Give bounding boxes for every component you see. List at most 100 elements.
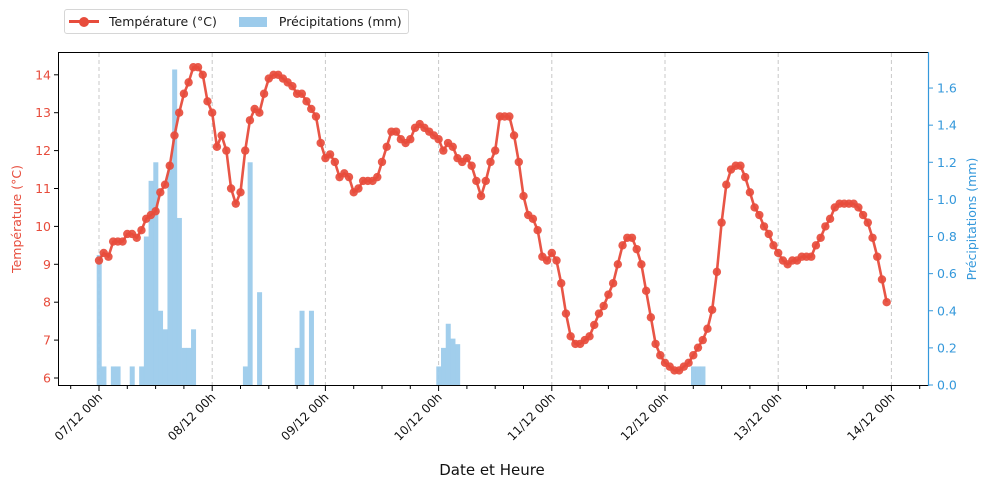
- legend-item-precipitation: Précipitations (mm): [238, 14, 402, 29]
- temperature-marker: [868, 233, 877, 242]
- temperature-marker: [519, 191, 528, 201]
- precip-bar: [172, 69, 178, 385]
- y-tick-label: 13: [35, 105, 51, 120]
- temperature-marker: [590, 320, 599, 330]
- temperature-marker: [774, 248, 783, 258]
- temperature-marker: [608, 279, 618, 288]
- precip-bar: [101, 366, 107, 385]
- x-tick-label: 09/12 00h: [278, 390, 331, 443]
- temperature-marker: [118, 237, 127, 246]
- temperature-marker: [307, 104, 316, 114]
- precip-bar: [153, 162, 159, 385]
- precip-bar: [445, 323, 451, 385]
- precip-bar: [129, 366, 135, 385]
- temperature-marker: [259, 89, 269, 98]
- temperature-marker: [750, 203, 759, 212]
- temperature-marker: [311, 112, 321, 121]
- temperature-marker: [174, 108, 184, 117]
- temperature-marker: [212, 142, 222, 152]
- x-tick-label: 12/12 00h: [618, 390, 671, 443]
- precip-bar: [294, 347, 300, 385]
- precip-bar: [700, 366, 706, 385]
- temperature-marker: [198, 70, 207, 80]
- temperature-marker: [203, 97, 212, 106]
- y2-tick-label: 1.6: [937, 81, 957, 96]
- temperature-marker: [533, 225, 542, 235]
- precipitation-axis: 0.0 0.2 0.4 0.6 0.8 1.0 1.2 1.4 1.6: [929, 81, 957, 393]
- precip-bar: [139, 366, 145, 385]
- temperature-marker: [170, 131, 179, 140]
- temperature-marker: [193, 63, 203, 72]
- precip-bar: [176, 217, 182, 385]
- temperature-marker: [722, 180, 731, 189]
- temperature-marker: [514, 157, 523, 167]
- temperature-marker: [382, 142, 391, 152]
- temperature-marker: [325, 150, 335, 159]
- temperature-marker: [297, 89, 307, 98]
- temperature-marker: [208, 108, 217, 117]
- gridlines: [98, 53, 892, 385]
- precip-bar: [247, 162, 253, 385]
- temperature-marker: [94, 256, 104, 265]
- temperature-marker: [651, 339, 660, 349]
- legend-precip-label: Précipitations (mm): [278, 14, 402, 29]
- precip-bar: [441, 347, 447, 385]
- x-tick-label: 10/12 00h: [391, 390, 444, 443]
- temperature-marker: [448, 142, 457, 152]
- temperature-marker: [825, 214, 835, 224]
- y-tick-label: 7: [43, 333, 51, 348]
- temperature-marker: [759, 222, 769, 231]
- temperature-marker: [542, 256, 552, 265]
- precip-bar: [436, 366, 442, 385]
- temperature-marker: [505, 112, 514, 121]
- precip-bar: [148, 180, 154, 385]
- y2-tick-label: 0.8: [937, 229, 957, 244]
- temperature-marker: [858, 210, 868, 220]
- temperature-marker: [717, 218, 726, 227]
- temperature-marker: [854, 203, 863, 212]
- x-tick-label: 14/12 00h: [844, 390, 897, 443]
- temperature-marker: [391, 127, 401, 136]
- temperature-marker: [137, 225, 146, 235]
- precip-bar: [191, 329, 197, 385]
- temperature-marker: [377, 157, 387, 167]
- temperature-marker: [547, 248, 556, 258]
- temperature-marker: [373, 172, 382, 182]
- temperature-marker: [594, 309, 604, 318]
- temperature-marker: [236, 188, 245, 197]
- temperature-marker: [552, 256, 561, 265]
- y-tick-label: 9: [43, 257, 51, 272]
- temperature-marker: [472, 176, 481, 186]
- y-tick-label: 14: [35, 67, 51, 82]
- y-axis-label: Température (°C): [9, 165, 24, 274]
- temperature-marker: [618, 241, 627, 250]
- temperature-marker: [863, 218, 873, 227]
- y2-tick-label: 1.0: [937, 192, 957, 207]
- temperature-marker: [882, 298, 891, 307]
- precip-bar: [167, 162, 173, 385]
- x-tick-label: 08/12 00h: [165, 390, 218, 443]
- x-tick-label: 11/12 00h: [505, 390, 558, 443]
- temperature-line: [94, 63, 891, 375]
- y-tick-label: 10: [35, 219, 51, 234]
- temperature-marker: [613, 260, 623, 269]
- temperature-marker: [406, 135, 415, 144]
- x-tick-label: 07/12 00h: [52, 390, 105, 443]
- temperature-marker: [226, 184, 236, 193]
- temperature-axis: 6 7 8 9 10 11 12 13 14: [35, 67, 58, 386]
- precip-bar: [96, 255, 102, 385]
- temperature-marker: [330, 157, 340, 167]
- temperature-polyline: [97, 65, 888, 372]
- bar-patch-icon: [238, 16, 267, 27]
- temperature-marker: [156, 188, 165, 197]
- plot-frame: [58, 52, 929, 386]
- temperature-marker: [245, 116, 255, 125]
- temperature-marker: [627, 233, 637, 242]
- legend-item-temperature: Température (°C): [69, 14, 217, 29]
- temperature-marker: [755, 210, 764, 220]
- precip-bar: [242, 366, 248, 385]
- temperature-marker: [104, 252, 113, 261]
- temperature-marker: [344, 172, 354, 182]
- temperature-marker: [693, 343, 703, 352]
